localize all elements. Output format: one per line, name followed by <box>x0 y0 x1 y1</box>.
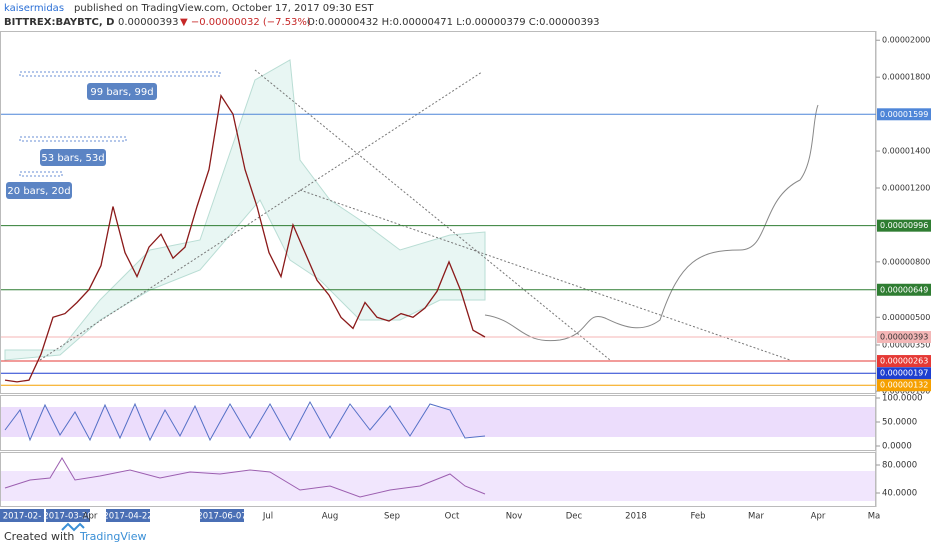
x-tick-label: Apr <box>811 512 826 522</box>
x-tick-label: Dec <box>566 512 583 522</box>
annotation-box <box>87 83 157 100</box>
author[interactable]: kaisermidas <box>4 3 64 14</box>
x-label-box <box>46 509 90 522</box>
y-tick-label: 0.00002000 <box>882 36 930 45</box>
annotation: 53 bars, 53d <box>41 153 104 164</box>
y-tick-label: 40.0000 <box>882 489 917 499</box>
y-tick-label: 0.00001800 <box>882 73 930 82</box>
rsi-line <box>4 457 486 498</box>
y-tick-label: 0.0000 <box>882 442 912 452</box>
annotation-box <box>6 182 72 199</box>
price-tag-label: 0.00000132 <box>880 381 928 390</box>
price-tag-label: 0.00001599 <box>880 110 928 119</box>
price-tag <box>877 219 931 232</box>
price-tag <box>877 379 931 392</box>
price-tag <box>877 283 931 296</box>
x-label-box <box>200 509 244 522</box>
last-price: 0.00000393 <box>118 17 178 28</box>
price-line <box>4 93 486 383</box>
price-tag <box>877 108 931 121</box>
y-tick-label: 0.00000350 <box>882 340 930 349</box>
x-tick-label: Feb <box>690 512 705 522</box>
ohlc: O:0.00000432 H:0.00000471 L:0.00000379 C… <box>307 17 600 28</box>
annotation: 99 bars, 99d <box>90 87 153 98</box>
x-tick-label: Sep <box>384 512 400 522</box>
x-tick-label: 2017-06-07 <box>197 512 246 522</box>
y-tick-label: 0.00001200 <box>882 183 930 192</box>
range-measure <box>19 171 63 177</box>
x-tick-label: 2017-03-20 <box>43 512 92 522</box>
y-tick-label: 0.00000500 <box>882 313 930 322</box>
x-tick-label: Jul <box>262 512 273 522</box>
logo <box>61 522 85 532</box>
trend-line <box>254 69 611 361</box>
bollinger <box>4 59 486 361</box>
symbol: BITTREX:BAYBTC, D <box>4 17 114 28</box>
x-tick-label: Aug <box>322 512 339 522</box>
pane-borders <box>0 31 877 507</box>
x-tick-label: Oct <box>445 512 460 522</box>
price-tag <box>877 367 931 380</box>
x-tick-label: 2017-04-22 <box>103 512 152 522</box>
price-tag-label: 0.00000649 <box>880 285 928 294</box>
x-tick-label: Ma <box>868 512 881 522</box>
range-measure <box>19 136 127 142</box>
x-tick-label: 2017-02- <box>3 512 42 522</box>
x-tick-label: Mar <box>748 512 765 522</box>
x-label-box <box>0 509 44 522</box>
x-tick-label: Nov <box>506 512 523 522</box>
price-tag <box>877 331 931 344</box>
change: ▼ −0.00000032 (−7.53%) <box>180 17 311 28</box>
published: published on TradingView.com, October 17… <box>74 3 374 14</box>
x-tick-label: 2018 <box>625 512 647 522</box>
price-tag-label: 0.00000996 <box>880 221 928 230</box>
y-tick-label: 80.0000 <box>882 461 917 471</box>
trend-line <box>299 189 791 361</box>
projection <box>484 104 819 342</box>
x-tick-label: Apr <box>83 512 98 522</box>
annotation: 20 bars, 20d <box>7 186 70 197</box>
x-label-box <box>106 509 150 522</box>
price-tag-label: 0.00000263 <box>880 357 928 366</box>
price-tag <box>877 355 931 368</box>
y-tick-label: 0.00000800 <box>882 257 930 266</box>
range-measure <box>19 71 221 77</box>
price-tag-label: 0.00000197 <box>880 369 928 378</box>
rsi-band <box>1 471 875 501</box>
y-tick-label: 50.0000 <box>882 418 917 428</box>
annotation-box <box>40 149 106 166</box>
footer-created: Created with <box>4 530 74 543</box>
y-tick-label: 0.00001400 <box>882 147 930 156</box>
price-tag-label: 0.00000393 <box>880 333 928 342</box>
stoch-line <box>4 400 486 442</box>
footer-brand[interactable]: TradingView <box>79 530 146 543</box>
y-tick-label: 100.0000 <box>882 394 923 404</box>
